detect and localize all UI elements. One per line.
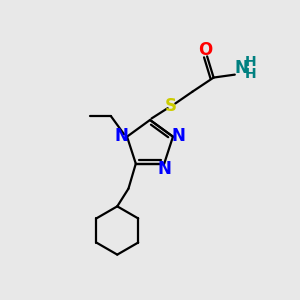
Text: N: N [234, 59, 248, 77]
Text: N: N [171, 127, 185, 145]
Text: N: N [157, 160, 171, 178]
Text: O: O [199, 41, 213, 59]
Text: H: H [244, 67, 256, 81]
Text: S: S [165, 97, 177, 115]
Text: H: H [244, 55, 256, 69]
Text: N: N [115, 127, 129, 145]
